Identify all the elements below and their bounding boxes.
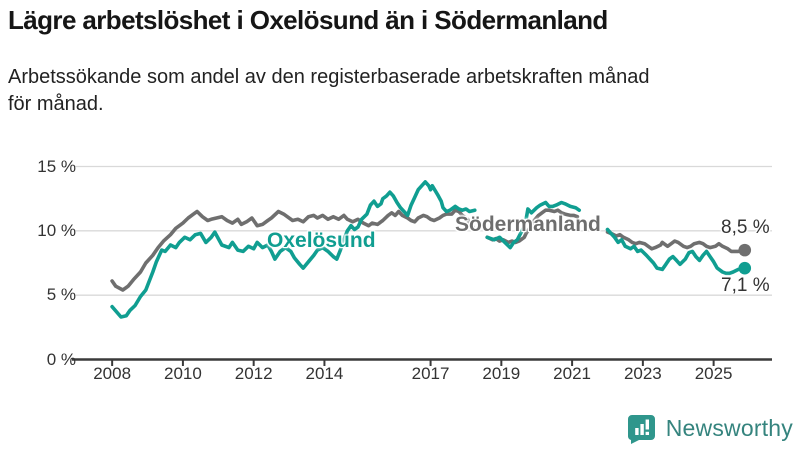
end-value-label-sodermanland: 8,5 % [721, 217, 770, 238]
series-label-oxelosund: Oxelösund [267, 229, 376, 252]
series-line-sodermanland-seg1 [110, 208, 475, 292]
x-tick-label-2014: 2014 [305, 364, 344, 383]
y-tick-label-10: 10 % [37, 220, 76, 240]
x-tick-label-2008: 2008 [93, 364, 132, 383]
subtitle-line-2: för månad. [8, 93, 104, 115]
x-tick-label-2021: 2021 [553, 364, 591, 383]
series-line-sodermanland-seg3 [605, 230, 747, 254]
end-value-label-oxelosund: 7,1 % [721, 275, 770, 296]
x-tick-label-2012: 2012 [234, 364, 273, 383]
x-tick-label-2010: 2010 [163, 364, 202, 383]
x-tick-label-2019: 2019 [482, 364, 521, 383]
y-tick-label-15: 15 % [37, 156, 76, 176]
end-dot-oxelosund [738, 261, 752, 275]
page-title: Lägre arbetslöshet i Oxelösund än i Söde… [8, 5, 608, 35]
end-dot-sodermanland [738, 243, 752, 257]
series-label-sodermanland: Södermanland [455, 213, 601, 236]
y-tick-label-5: 5 % [46, 285, 76, 305]
newsworthy-logo: Newsworthy [627, 413, 793, 444]
newsworthy-logo-icon [627, 415, 655, 444]
series-line-oxelosund-seg1 [110, 180, 477, 319]
series-line-oxelosund-seg3 [605, 227, 747, 276]
series-line-oxelosund-seg2 [485, 200, 582, 250]
newsworthy-logo-text: Newsworthy [665, 415, 793, 441]
subtitle-line-1: Arbetssökande som andel av den registerb… [8, 66, 650, 88]
x-tick-label-2017: 2017 [411, 364, 450, 383]
chart-subtitle: Arbetssökande som andel av den registerb… [8, 64, 778, 118]
x-tick-label-2025: 2025 [694, 364, 733, 383]
y-tick-label-0: 0 % [46, 349, 76, 369]
x-tick-label-2023: 2023 [623, 364, 662, 383]
